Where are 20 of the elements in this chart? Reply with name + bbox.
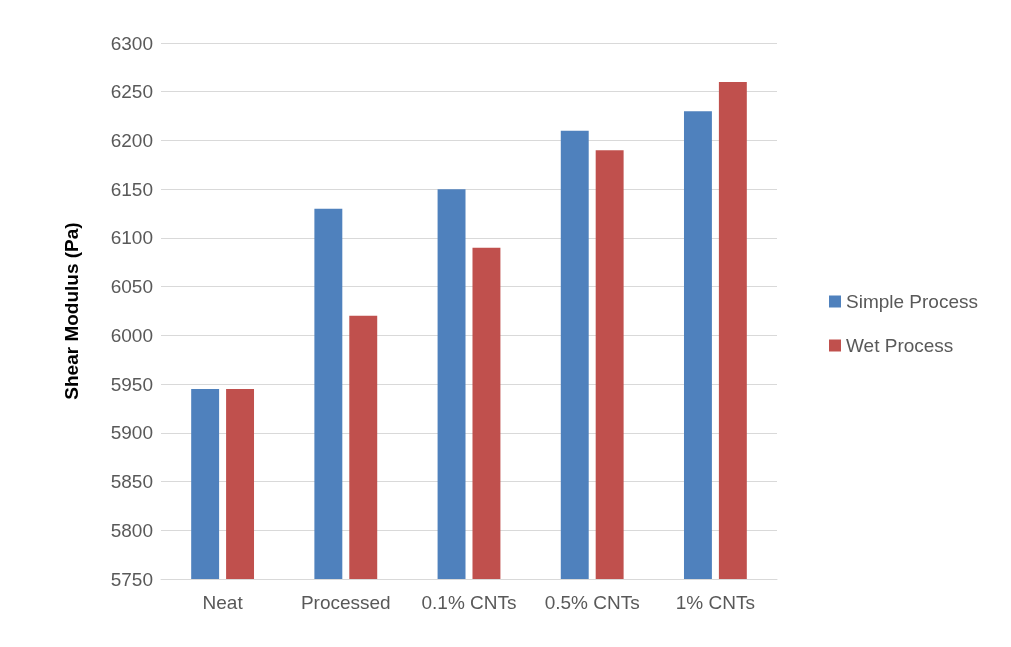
y-tick-label: 5750 bbox=[110, 568, 153, 590]
y-tick-label: 5950 bbox=[110, 373, 153, 395]
x-tick-label: 1% CNTs bbox=[675, 592, 755, 613]
y-tick-label: 5900 bbox=[110, 422, 153, 444]
y-tick-label: 6100 bbox=[110, 227, 153, 249]
y-tick-label: 6250 bbox=[110, 81, 153, 103]
y-tick-label: 5800 bbox=[110, 519, 153, 541]
x-tick-label: Neat bbox=[202, 592, 244, 613]
y-tick-label: 6200 bbox=[110, 129, 153, 151]
x-tick-label: 0.1% CNTs bbox=[421, 592, 517, 613]
x-tick-label: 0.5% CNTs bbox=[544, 592, 640, 613]
legend-label: Simple Process bbox=[846, 291, 979, 312]
y-tick-label: 6150 bbox=[110, 178, 153, 200]
x-tick-label: Processed bbox=[300, 592, 391, 613]
y-tick-label: 5850 bbox=[110, 471, 153, 493]
y-tick-label: 6050 bbox=[110, 276, 153, 298]
y-axis-title: Shear Modulus (Pa) bbox=[61, 222, 82, 400]
y-tick-label: 6300 bbox=[110, 32, 153, 54]
y-tick-label: 6000 bbox=[110, 324, 153, 346]
legend-label: Wet Process bbox=[846, 335, 954, 356]
